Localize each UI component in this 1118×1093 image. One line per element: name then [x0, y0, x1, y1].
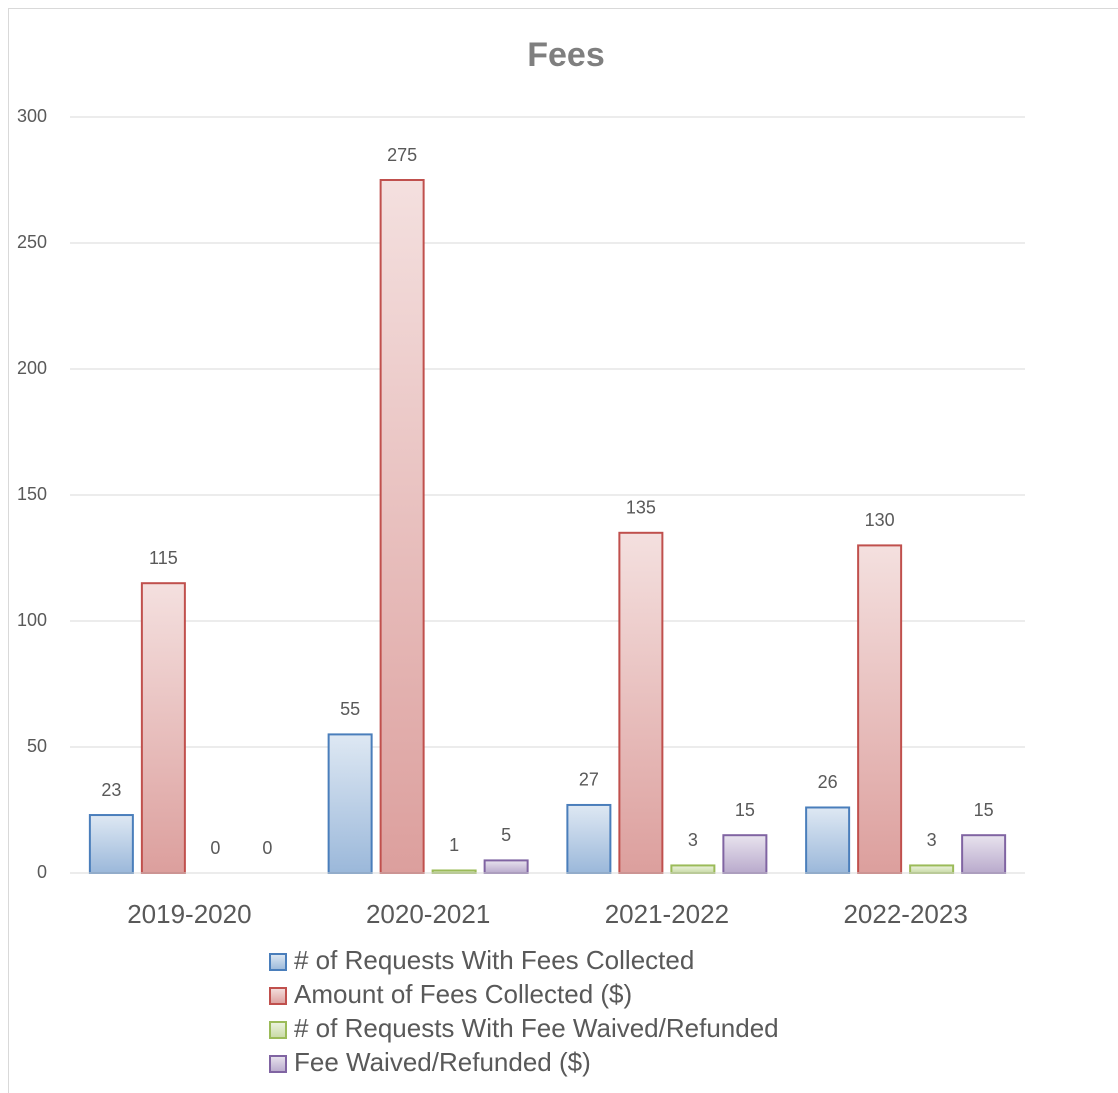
bar — [857, 544, 903, 875]
bar — [379, 179, 425, 874]
x-tick-label: 2022-2023 — [843, 899, 967, 929]
data-label: 3 — [688, 830, 698, 850]
data-label: 0 — [262, 838, 272, 858]
legend-label: Fee Waived/Refunded ($) — [294, 1047, 591, 1077]
y-tick-label: 150 — [17, 484, 47, 504]
legend-label: # of Requests With Fee Waived/Refunded — [294, 1013, 779, 1043]
bar — [722, 834, 768, 875]
data-label: 1 — [449, 835, 459, 855]
data-label: 130 — [865, 510, 895, 530]
legend-swatch — [269, 1055, 287, 1073]
data-label: 5 — [501, 825, 511, 845]
bar — [909, 864, 955, 875]
bar — [670, 864, 716, 875]
data-label: 0 — [210, 838, 220, 858]
bar — [961, 834, 1007, 875]
chart-title: Fees — [527, 36, 605, 74]
legend-swatch — [269, 987, 287, 1005]
bar — [88, 814, 134, 874]
data-label: 27 — [579, 770, 599, 790]
bar — [805, 806, 851, 874]
chart-frame — [8, 8, 1118, 1093]
legend-swatch — [269, 953, 287, 971]
y-tick-label: 200 — [17, 358, 47, 378]
x-tick-label: 2020-2021 — [366, 899, 490, 929]
data-label: 275 — [387, 145, 417, 165]
legend-label: Amount of Fees Collected ($) — [294, 979, 632, 1009]
y-tick-label: 250 — [17, 232, 47, 252]
legend-swatch — [269, 1021, 287, 1039]
data-label: 3 — [927, 830, 937, 850]
y-tick-label: 100 — [17, 610, 47, 630]
y-tick-label: 300 — [17, 106, 47, 126]
legend-label: # of Requests With Fees Collected — [294, 945, 694, 975]
y-tick-label: 50 — [27, 736, 47, 756]
data-label: 115 — [149, 548, 178, 568]
x-tick-label: 2021-2022 — [605, 899, 729, 929]
bar — [618, 531, 664, 874]
y-tick-label: 0 — [37, 862, 47, 882]
bar — [566, 803, 612, 875]
data-label: 26 — [818, 772, 838, 792]
data-label: 23 — [101, 780, 121, 800]
bar — [140, 582, 186, 874]
data-label: 15 — [974, 800, 994, 820]
data-label: 15 — [735, 800, 755, 820]
bar — [483, 859, 529, 875]
x-tick-label: 2019-2020 — [127, 899, 251, 929]
data-label: 135 — [626, 498, 656, 518]
bar — [327, 733, 373, 875]
data-label: 55 — [340, 699, 360, 719]
